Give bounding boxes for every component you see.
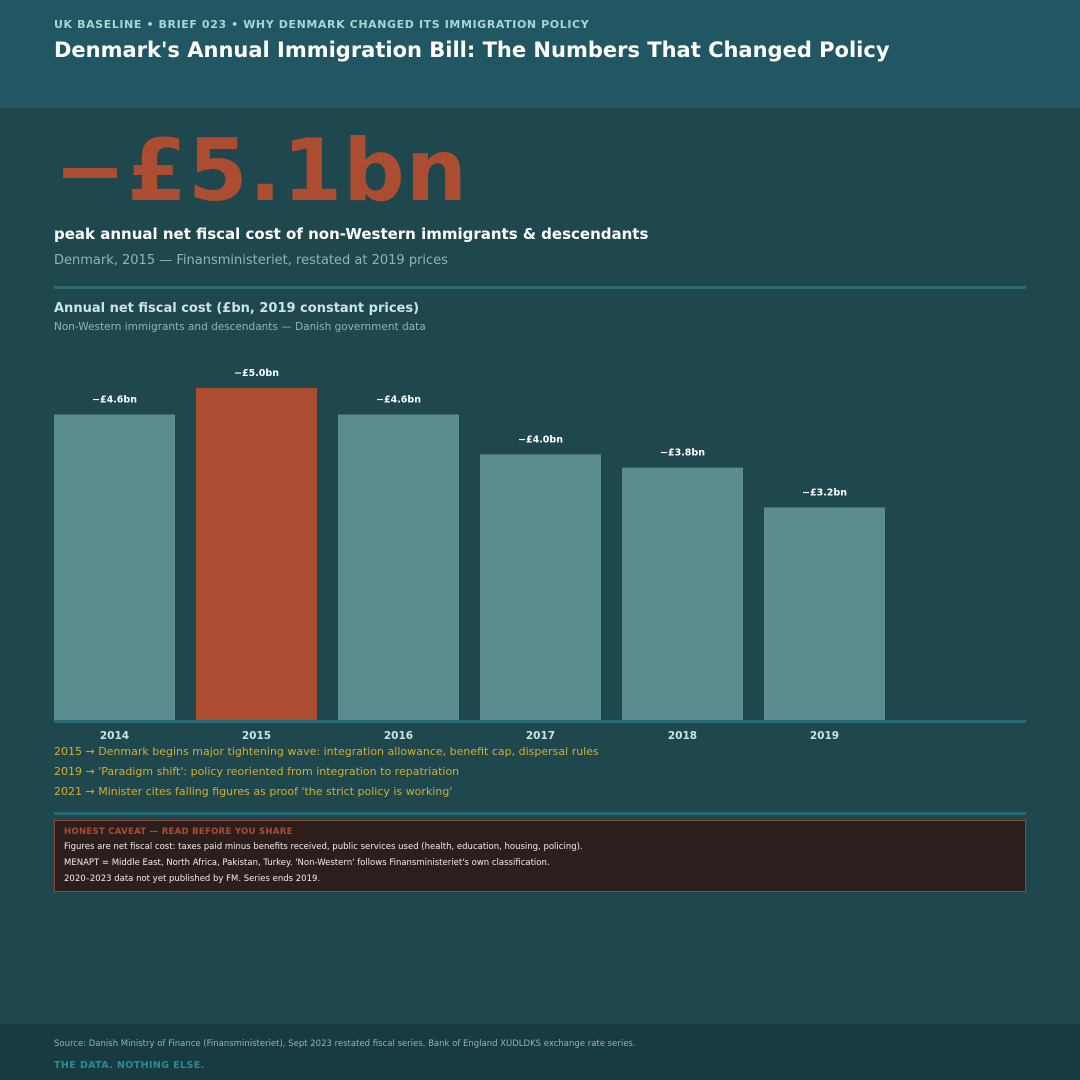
event-item: 2019 → 'Paradigm shift': policy reorient…: [54, 765, 460, 778]
x-tick-label: 2018: [668, 730, 697, 742]
source-note: Source: Danish Ministry of Finance (Fina…: [54, 1039, 636, 1049]
caveat-box: HONEST CAVEAT — READ BEFORE YOU SHARE Fi…: [54, 820, 1026, 892]
bar: [622, 467, 743, 720]
hero-sublabel: Denmark, 2015 — Finansministeriet, resta…: [54, 253, 448, 268]
caveat-line: Figures are net fiscal cost: taxes paid …: [64, 842, 583, 852]
data-label: −£5.0bn: [234, 368, 279, 379]
data-label: −£4.6bn: [92, 394, 137, 405]
bar: [480, 454, 601, 720]
divider-bottom: [54, 812, 1026, 815]
x-tick-label: 2016: [384, 730, 413, 742]
footer: Source: Danish Ministry of Finance (Fina…: [0, 1024, 1080, 1080]
chart-title: Annual net fiscal cost (£bn, 2019 consta…: [54, 301, 420, 316]
event-item: 2015 → Denmark begins major tightening w…: [54, 745, 599, 758]
caveat-line: MENAPT = Middle East, North Africa, Paki…: [64, 858, 550, 868]
x-axis-line: [54, 720, 1026, 723]
data-label: −£4.0bn: [518, 434, 563, 445]
bar: [764, 507, 885, 720]
caveat-title: HONEST CAVEAT — READ BEFORE YOU SHARE: [64, 827, 293, 837]
event-item: 2021 → Minister cites falling figures as…: [54, 785, 453, 798]
data-label: −£3.8bn: [660, 448, 705, 459]
caveat-line: 2020–2023 data not yet published by FM. …: [64, 874, 321, 884]
bar: [338, 414, 459, 720]
events-list: 2015 → Denmark begins major tightening w…: [54, 745, 599, 805]
divider-top: [54, 286, 1026, 289]
header-band: UK BASELINE • BRIEF 023 • WHY DENMARK CH…: [0, 0, 1080, 108]
bar: [196, 387, 317, 720]
x-tick-label: 2014: [100, 730, 129, 742]
bar: [54, 414, 175, 720]
hero-label: peak annual net fiscal cost of non-Weste…: [54, 225, 649, 243]
tagline: THE DATA. NOTHING ELSE.: [54, 1060, 205, 1071]
data-label: −£3.2bn: [802, 487, 847, 498]
kicker: UK BASELINE • BRIEF 023 • WHY DENMARK CH…: [54, 18, 590, 31]
x-tick-label: 2015: [242, 730, 271, 742]
x-tick-label: 2017: [526, 730, 555, 742]
hero-value: −£5.1bn: [54, 121, 469, 221]
x-tick-label: 2019: [810, 730, 839, 742]
bar-chart: −£4.6bn 2014 −£5.0bn 2015 −£4.6bn 2016 −£4.0bn…: [54, 368, 1026, 742]
chart-subtitle: Non-Western immigrants and descendants —…: [54, 321, 426, 333]
page-title: Denmark's Annual Immigration Bill: The N…: [54, 38, 890, 62]
data-label: −£4.6bn: [376, 394, 421, 405]
